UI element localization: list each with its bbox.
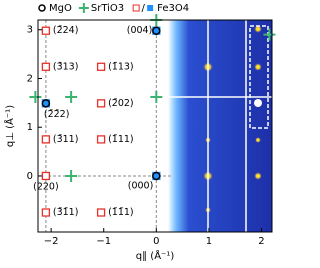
legend-label: SrTiO3: [91, 3, 124, 14]
srtio3-point: [29, 91, 42, 104]
y-tick-label: 0: [27, 171, 33, 182]
legend-separator: /: [141, 3, 145, 14]
heatmap: [168, 20, 272, 232]
y-tick-label: 3: [27, 25, 33, 36]
srtio3-point: [65, 91, 78, 104]
point-label: (1̄11): [108, 134, 134, 145]
y-tick-label: 1: [27, 122, 33, 133]
legend-marker: [132, 4, 140, 12]
chart: (000) (004) (2̄2̄2) (2̄24) (3̄13) (1̄13) (2̄02…: [3, 3, 276, 262]
y-axis-label: q⊥ (Å⁻¹): [3, 105, 16, 147]
frame: [37, 19, 273, 233]
x-tick-label: −2: [44, 236, 59, 247]
point-label: (2̄24): [53, 25, 79, 36]
fe3o4-point: [96, 208, 106, 217]
point-label: (1̄13): [108, 61, 134, 72]
fe3o4-point: [96, 135, 106, 144]
point-label: (2̄2̄2): [44, 109, 70, 120]
y-tick-label: 2: [27, 73, 33, 84]
point-label: (004): [127, 25, 153, 36]
point-label: (220): [33, 181, 59, 192]
point-label: (3̄1̄1): [53, 207, 79, 218]
point-label: (3̄11): [53, 134, 79, 145]
srtio3-point: [150, 91, 163, 104]
srtio3-point: [65, 169, 78, 182]
fe3o4-point: [96, 99, 106, 108]
legend-marker: [78, 3, 89, 13]
x-axis-label: q∥ (Å⁻¹): [136, 249, 175, 262]
fe3o4-point: [41, 208, 51, 217]
fe3o4-point: [96, 62, 106, 71]
srtio3-point: [263, 28, 276, 41]
legend-label: MgO: [49, 3, 72, 14]
mgo-point: [41, 99, 51, 108]
point-label: (000): [128, 180, 154, 191]
fe3o4-point: [41, 62, 51, 71]
point-label: (1̄1̄1): [108, 207, 134, 218]
legend-marker: [38, 4, 46, 12]
x-tick-label: −1: [96, 236, 111, 247]
plot: (000) (004) (2̄2̄2) (2̄24) (3̄13) (1̄13) (2̄02…: [29, 14, 276, 232]
point-label: (2̄02): [108, 98, 134, 109]
mgo-point: [152, 171, 161, 181]
fe3o4-point: [41, 135, 51, 144]
mgo-point: [152, 26, 161, 35]
fe3o4-point: [41, 171, 51, 181]
x-tick-label: 1: [206, 236, 212, 247]
legend: MgO SrTiO3 / Fe3O4: [38, 3, 189, 14]
legend-marker: [147, 5, 154, 11]
fe3o4-point: [41, 26, 51, 35]
x-tick-label: 0: [153, 236, 159, 247]
legend-label: Fe3O4: [157, 3, 189, 14]
point-label: (3̄13): [53, 61, 79, 72]
x-tick-label: 2: [258, 236, 264, 247]
